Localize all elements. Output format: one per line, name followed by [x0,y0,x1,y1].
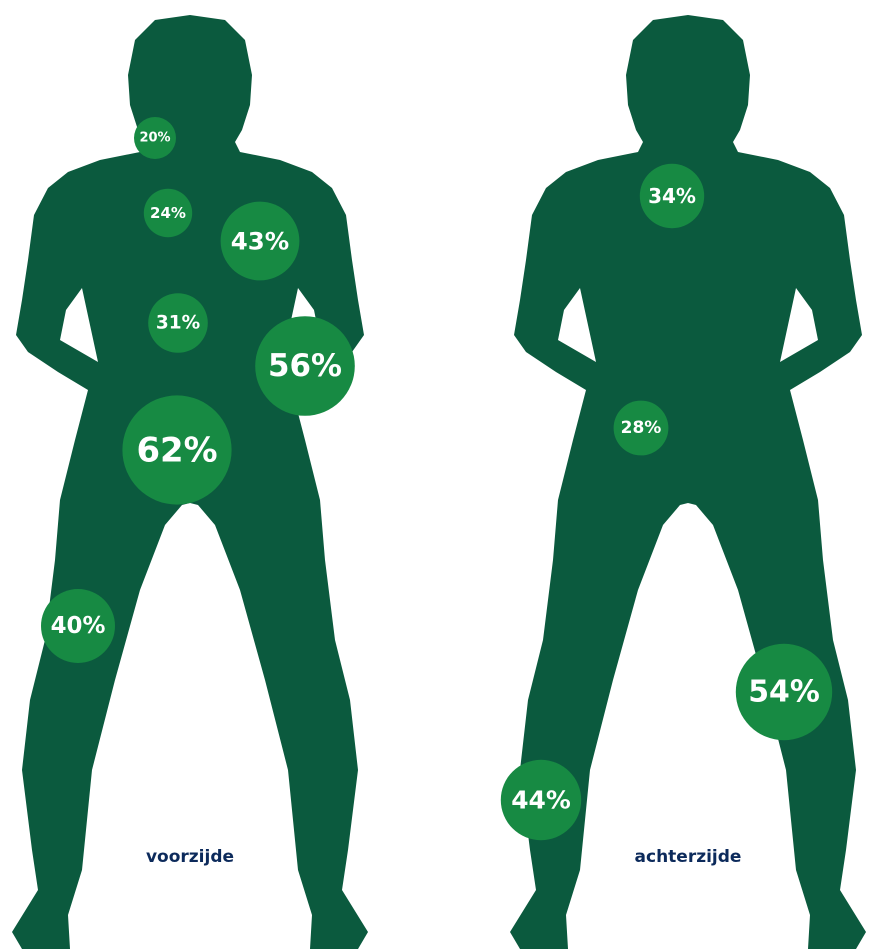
bubble [134,117,176,159]
bubble-label: 43% [231,227,289,256]
bubble-label: 44% [511,786,571,815]
figure-label: voorzijde [146,847,234,867]
bubble [735,643,833,741]
bubble [220,201,300,281]
bubble-label: 20% [139,131,170,146]
bubble [41,589,115,663]
bubble [639,163,705,229]
bubble-label: 31% [156,313,200,334]
bubble-label: 40% [51,613,106,639]
bubble-label: 28% [621,418,662,438]
figure-label: achterzijde [635,847,742,867]
bubble [122,395,232,505]
bubble-label: 54% [748,675,820,710]
bubble [143,188,193,238]
bubble [613,400,669,456]
bubble [148,293,208,353]
bubble [500,759,582,841]
bubble-label: 34% [648,184,696,208]
bubble-label: 56% [268,348,342,384]
bubble-label: 62% [136,431,217,470]
bubble-label: 24% [150,204,186,222]
bubble [255,316,355,416]
